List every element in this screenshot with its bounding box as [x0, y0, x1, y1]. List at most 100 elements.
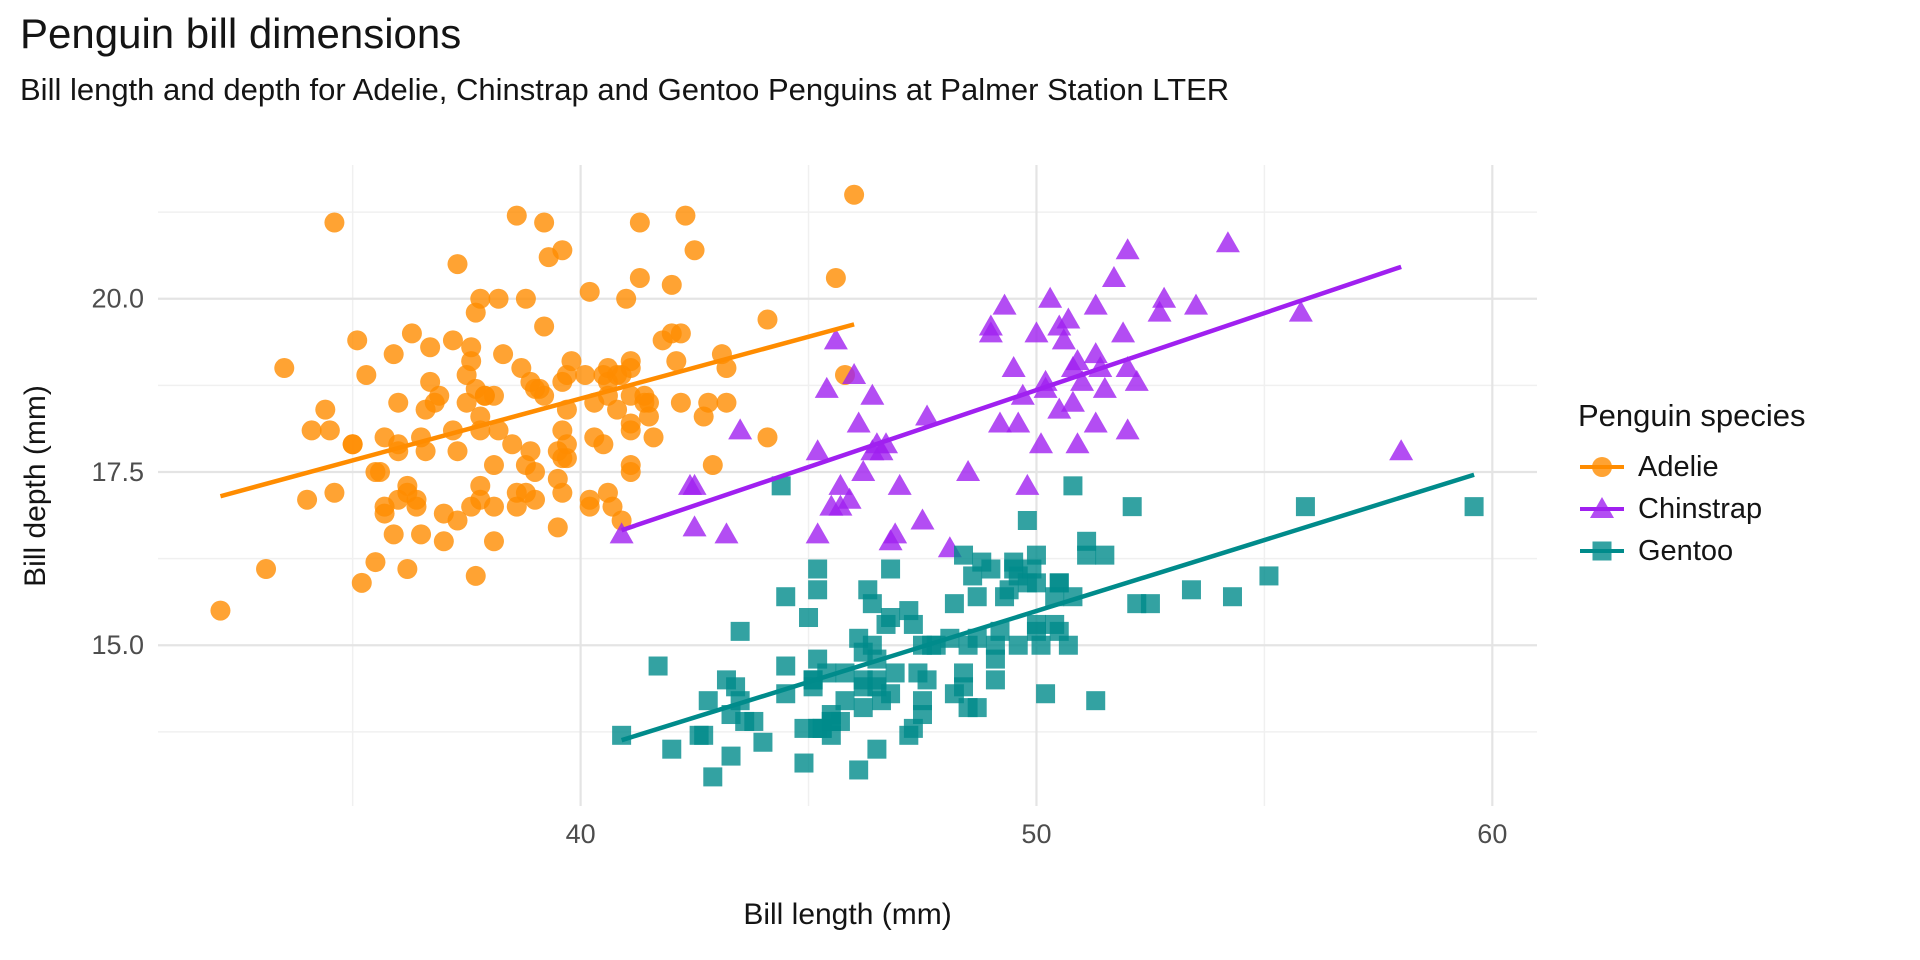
trend-line-gentoo	[620, 472, 1475, 743]
data-point	[972, 552, 992, 572]
data-point	[506, 482, 527, 503]
data-point	[1389, 439, 1414, 461]
data-point	[415, 399, 436, 420]
data-point	[319, 420, 340, 441]
plot-subtitle: Bill length and depth for Adelie, Chinst…	[20, 72, 1230, 107]
data-point	[629, 267, 650, 288]
data-point	[1147, 300, 1172, 322]
series-adelie	[210, 184, 865, 621]
data-point	[324, 482, 345, 503]
data-point	[1288, 300, 1313, 322]
data-point	[447, 254, 468, 275]
y-axis-title: Bill depth (mm)	[19, 385, 52, 587]
data-point	[534, 316, 555, 337]
data-point	[506, 205, 527, 226]
data-point	[461, 351, 482, 372]
data-point	[365, 552, 386, 573]
data-point	[1056, 307, 1081, 329]
y-tick-label: 20.0	[91, 284, 144, 314]
data-point	[808, 559, 828, 579]
data-point	[301, 420, 322, 441]
legend-item-gentoo: Gentoo	[1578, 530, 1806, 572]
data-point	[744, 711, 764, 731]
data-point	[456, 392, 477, 413]
data-point	[1024, 321, 1049, 343]
data-point	[397, 559, 418, 580]
data-point	[714, 522, 739, 544]
data-point	[1001, 356, 1026, 378]
data-point	[534, 212, 555, 233]
data-point	[461, 496, 482, 517]
data-point	[579, 489, 600, 510]
data-point	[776, 587, 796, 607]
data-point	[652, 330, 673, 351]
data-point	[899, 601, 919, 621]
data-point	[823, 328, 848, 350]
data-point	[881, 684, 901, 704]
data-point	[383, 524, 404, 545]
data-point	[1015, 473, 1040, 495]
data-point	[1051, 328, 1076, 350]
data-point	[1008, 635, 1028, 655]
data-point	[958, 635, 978, 655]
data-point	[1083, 342, 1108, 364]
data-point	[1115, 356, 1140, 378]
data-point	[638, 392, 659, 413]
legend-label-gentoo: Gentoo	[1638, 534, 1734, 567]
data-point	[878, 529, 903, 551]
data-point	[297, 489, 318, 510]
data-point	[315, 399, 336, 420]
data-point	[433, 531, 454, 552]
data-point	[682, 515, 707, 537]
data-point	[556, 434, 577, 455]
data-point	[716, 392, 737, 413]
data-point	[447, 441, 468, 462]
data-point	[1077, 531, 1097, 551]
data-point	[726, 677, 746, 697]
data-point	[1036, 684, 1056, 704]
data-point	[954, 677, 974, 697]
data-point	[1111, 321, 1136, 343]
data-point	[682, 473, 707, 495]
data-point	[474, 385, 495, 406]
data-point	[256, 559, 277, 580]
data-point	[805, 439, 830, 461]
data-point	[374, 427, 395, 448]
data-point	[1095, 545, 1115, 565]
data-point	[1031, 635, 1051, 655]
data-point	[910, 508, 935, 530]
data-point	[661, 274, 682, 295]
data-point	[887, 473, 912, 495]
data-point	[597, 358, 618, 379]
data-point	[805, 522, 830, 544]
data-point	[347, 330, 368, 351]
data-point	[985, 670, 1005, 690]
data-point	[860, 439, 885, 461]
data-point	[488, 420, 509, 441]
data-point	[835, 691, 855, 711]
data-point	[730, 621, 750, 641]
adelie-key-icon	[1580, 457, 1624, 477]
data-point	[1215, 231, 1240, 253]
data-point	[470, 406, 491, 427]
data-point	[483, 531, 504, 552]
data-point	[534, 385, 555, 406]
data-point	[351, 572, 372, 593]
data-point	[985, 635, 1005, 655]
data-point	[388, 392, 409, 413]
data-point	[461, 337, 482, 358]
data-point	[1295, 497, 1315, 517]
data-point	[814, 376, 839, 398]
data-point	[684, 240, 705, 261]
data-point	[978, 314, 1003, 336]
data-point	[987, 411, 1012, 433]
data-point	[1045, 587, 1065, 607]
y-tick-label: 17.5	[91, 457, 144, 487]
data-point	[483, 496, 504, 517]
data-point	[342, 434, 363, 455]
data-point	[1115, 238, 1140, 260]
data-point	[908, 663, 928, 683]
data-point	[828, 494, 853, 516]
data-point	[799, 608, 819, 628]
data-point	[757, 427, 778, 448]
